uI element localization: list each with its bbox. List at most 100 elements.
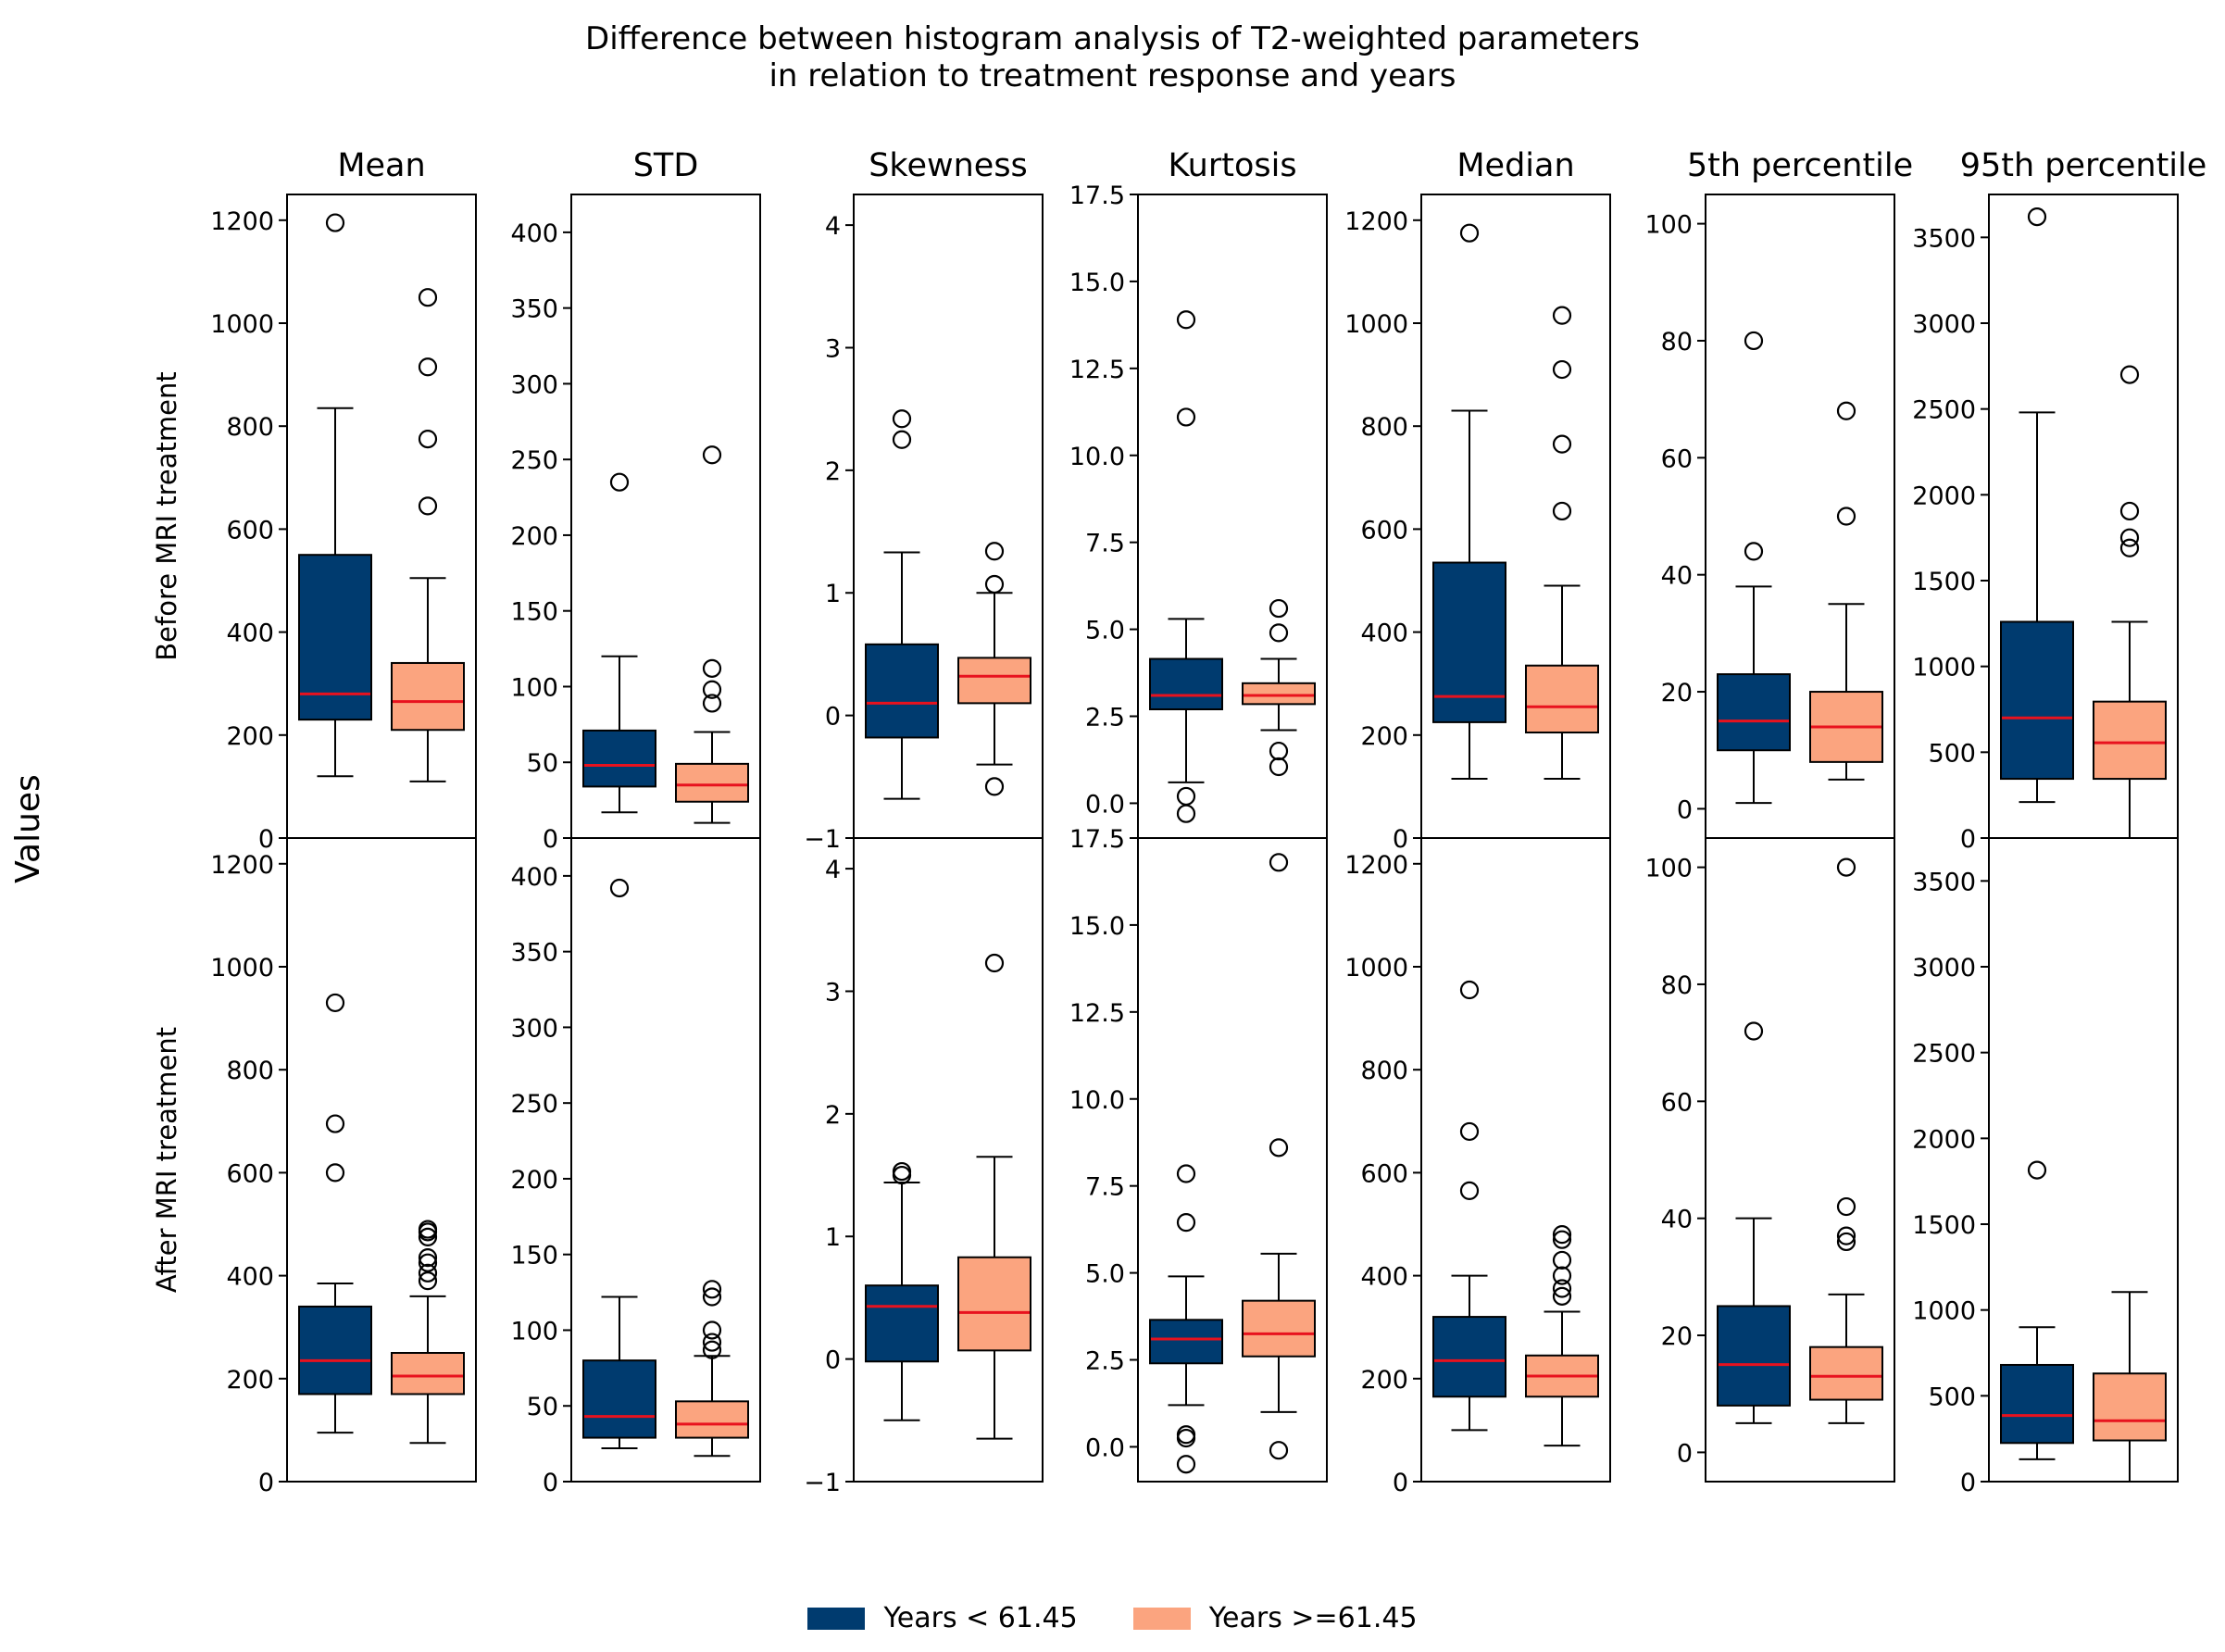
outlier-kurtosis-after-young (1176, 1425, 1196, 1445)
outlier-skewness-after-old (984, 953, 1005, 973)
box-5th-percentile-after-young (1717, 1305, 1791, 1407)
outlier-kurtosis-after-old (1269, 853, 1289, 872)
y-tick-label-median-after: 600 (1360, 1159, 1408, 1188)
y-tick-label-mean-after: 1000 (210, 954, 274, 982)
box-std-after-old (675, 1400, 749, 1439)
y-tick-label-5th-percentile-before: 100 (1644, 211, 1693, 240)
legend-label-young: Years < 61.45 (883, 1602, 1078, 1634)
panel-title-skewness: Skewness (869, 147, 1028, 184)
y-tick-label-skewness-after: 3 (825, 978, 841, 1007)
outlier-mean-after-young (325, 1163, 345, 1183)
outlier-mean-after-young (325, 993, 345, 1013)
outlier-kurtosis-after-old (1269, 1138, 1289, 1158)
panel-frame-skewness-before (853, 194, 1044, 839)
panel-title-median: Median (1456, 147, 1574, 184)
y-tick-label-median-before: 200 (1360, 722, 1408, 751)
y-tick-label-std-after: 0 (543, 1469, 558, 1497)
y-tick-label-mean-before: 800 (226, 413, 274, 442)
y-tick-label-95th-percentile-after: 1500 (1912, 1211, 1976, 1240)
y-tick-label-std-after: 350 (510, 939, 558, 968)
y-tick-label-95th-percentile-after: 2000 (1912, 1125, 1976, 1154)
y-tick-label-std-before: 200 (510, 522, 558, 551)
y-tick-label-median-after: 800 (1360, 1057, 1408, 1085)
y-tick-label-std-before: 0 (543, 825, 558, 854)
outlier-mean-before-old (418, 496, 438, 516)
outlier-std-after-old (702, 1287, 722, 1307)
box-mean-after-young (298, 1305, 372, 1395)
y-tick-label-95th-percentile-before: 2000 (1912, 482, 1976, 510)
outlier-mean-after-old (418, 1271, 438, 1291)
outlier-median-before-old (1552, 434, 1572, 454)
y-tick-label-median-before: 1000 (1344, 310, 1408, 339)
box-median-after-young (1432, 1316, 1506, 1398)
y-tick-label-skewness-after: 4 (825, 856, 841, 884)
box-std-before-old (675, 762, 749, 803)
box-kurtosis-after-young (1149, 1319, 1223, 1365)
outlier-mean-before-old (418, 430, 438, 449)
y-tick-label-skewness-after: −1 (804, 1469, 841, 1497)
box-5th-percentile-before-young (1717, 673, 1791, 752)
legend: Years < 61.45 Years >=61.45 (0, 1602, 2225, 1634)
outlier-kurtosis-before-young (1176, 310, 1196, 330)
outlier-kurtosis-after-young (1176, 1455, 1196, 1474)
outlier-skewness-after-young (892, 1165, 912, 1185)
box-95th-percentile-after-young (2000, 1363, 2074, 1445)
y-tick-label-95th-percentile-after: 0 (1960, 1469, 1976, 1497)
panel-title-kurtosis: Kurtosis (1168, 147, 1296, 184)
outlier-5th-percentile-after-old (1836, 1226, 1856, 1245)
y-tick-label-median-before: 800 (1360, 413, 1408, 442)
outlier-95th-percentile-before-old (2119, 501, 2140, 521)
outlier-mean-after-old (418, 1227, 438, 1247)
y-tick-label-median-after: 1000 (1344, 954, 1408, 982)
y-tick-label-95th-percentile-before: 0 (1960, 825, 1976, 854)
y-tick-label-std-before: 350 (510, 295, 558, 324)
outlier-95th-percentile-before-old (2119, 538, 2140, 557)
box-5th-percentile-after-old (1809, 1345, 1883, 1401)
outlier-mean-after-old (418, 1263, 438, 1283)
box-skewness-before-old (957, 657, 1031, 705)
y-tick-label-kurtosis-after: 5.0 (1085, 1260, 1125, 1289)
y-tick-label-std-after: 50 (527, 1393, 558, 1421)
legend-item-old: Years >=61.45 (1132, 1602, 1418, 1634)
box-95th-percentile-before-young (2000, 620, 2074, 781)
y-tick-label-kurtosis-before: 5.0 (1085, 617, 1125, 645)
outlier-kurtosis-before-young (1176, 804, 1196, 823)
outlier-median-before-old (1552, 501, 1572, 521)
legend-swatch-young (807, 1607, 866, 1630)
outlier-median-after-old (1552, 1230, 1572, 1249)
y-tick-label-mean-before: 600 (226, 516, 274, 544)
y-tick-label-mean-before: 200 (226, 722, 274, 751)
y-tick-label-kurtosis-after: 7.5 (1085, 1173, 1125, 1202)
outlier-kurtosis-before-old (1269, 757, 1289, 777)
y-tick-label-5th-percentile-after: 40 (1661, 1206, 1693, 1234)
outlier-5th-percentile-after-old (1836, 857, 1856, 877)
y-tick-label-kurtosis-before: 17.5 (1069, 181, 1125, 210)
y-tick-label-5th-percentile-before: 80 (1661, 328, 1693, 357)
outlier-95th-percentile-before-old (2119, 528, 2140, 547)
y-tick-label-kurtosis-before: 15.0 (1069, 269, 1125, 297)
panel-title-5th-percentile: 5th percentile (1687, 147, 1913, 184)
outlier-skewness-before-young (892, 409, 912, 429)
outlier-kurtosis-before-old (1269, 598, 1289, 619)
box-kurtosis-after-old (1242, 1299, 1316, 1358)
outlier-5th-percentile-before-young (1744, 331, 1764, 351)
box-median-before-young (1432, 561, 1506, 723)
y-tick-label-5th-percentile-before: 40 (1661, 562, 1693, 591)
box-std-before-young (582, 729, 656, 788)
outlier-std-after-old (702, 1333, 722, 1352)
panel-frame-mean-before (286, 194, 477, 839)
outlier-skewness-before-old (984, 777, 1005, 796)
outlier-mean-after-old (418, 1220, 438, 1239)
y-tick-label-95th-percentile-after: 3500 (1912, 868, 1976, 896)
outlier-5th-percentile-after-young (1744, 1021, 1764, 1041)
outlier-kurtosis-before-old (1269, 741, 1289, 761)
legend-item-young: Years < 61.45 (807, 1602, 1078, 1634)
y-tick-label-5th-percentile-after: 60 (1661, 1088, 1693, 1117)
y-tick-label-median-after: 400 (1360, 1263, 1408, 1292)
panel-title-mean: Mean (337, 147, 425, 184)
outlier-mean-after-young (325, 1114, 345, 1133)
outlier-5th-percentile-before-old (1836, 507, 1856, 526)
box-kurtosis-before-young (1149, 657, 1223, 711)
y-tick-label-kurtosis-before: 7.5 (1085, 530, 1125, 558)
y-tick-label-95th-percentile-after: 500 (1928, 1383, 1976, 1411)
